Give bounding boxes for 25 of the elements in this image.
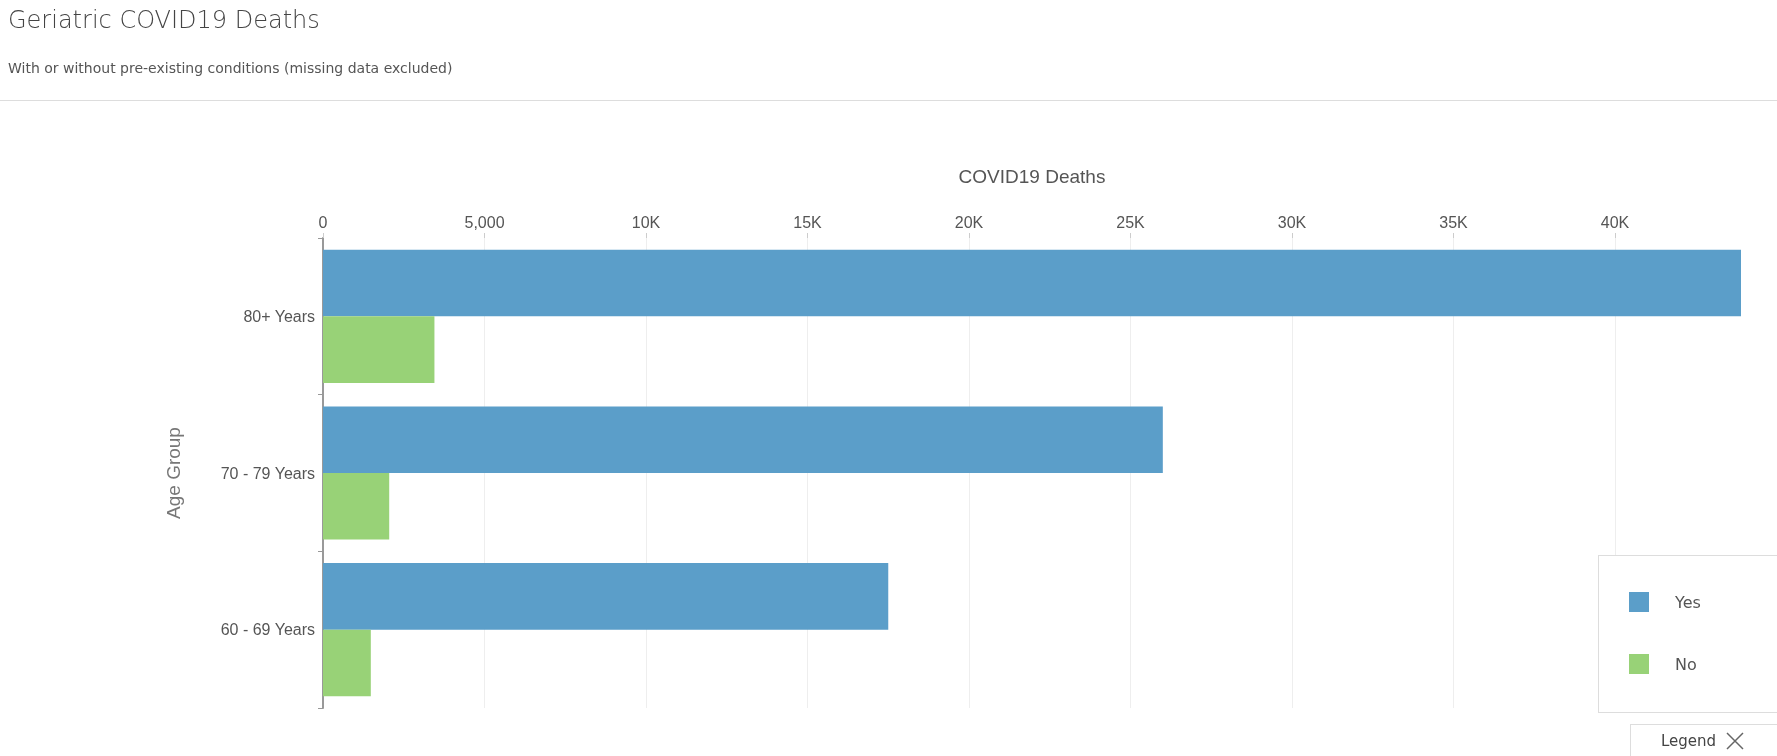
y-tick-label: 80+ Years xyxy=(243,307,315,325)
y-axis-title: Age Group xyxy=(163,427,184,519)
bar xyxy=(323,473,390,540)
y-tick-label: 60 - 69 Years xyxy=(220,621,315,639)
x-tick-label: 10K xyxy=(631,213,661,231)
x-axis-title: COVID19 Deaths xyxy=(958,166,1106,187)
legend-label: Yes xyxy=(1674,592,1701,612)
x-tick-label: 20K xyxy=(954,213,984,231)
x-tick-label: 15K xyxy=(793,213,823,231)
x-tick-label: 30K xyxy=(1277,213,1307,231)
chart-subtitle: With or without pre-existing conditions (missing data excluded) xyxy=(8,60,453,76)
bar xyxy=(323,629,371,697)
bar xyxy=(323,249,1741,317)
y-tick-label: 70 - 79 Years xyxy=(220,464,315,482)
x-tick-label: 0 xyxy=(318,213,328,231)
x-tick-label: 35K xyxy=(1439,213,1469,231)
x-tick-label: 25K xyxy=(1116,213,1146,231)
bar xyxy=(323,406,1163,473)
legend-label: No xyxy=(1674,654,1697,674)
bar xyxy=(323,563,889,630)
chart-title: Geriatric COVID19 Deaths xyxy=(8,6,320,34)
x-tick-label: 40K xyxy=(1600,213,1630,231)
x-tick-label: 5,000 xyxy=(464,213,505,231)
text: Legend xyxy=(1630,724,1777,756)
bar xyxy=(323,316,435,383)
